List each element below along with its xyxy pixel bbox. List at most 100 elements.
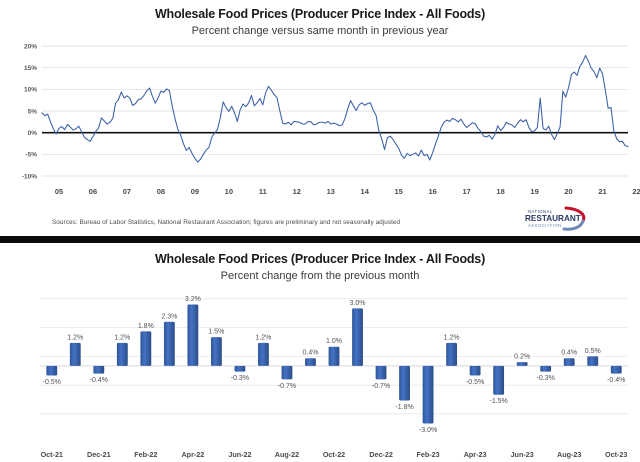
- bar: 0.4%: [561, 350, 577, 366]
- y-axis-tick-label: 10%: [24, 87, 37, 94]
- bar-rect: [587, 356, 599, 366]
- x-axis-tick-label: 07: [123, 187, 131, 196]
- bar: -1.8%: [395, 365, 414, 411]
- x-axis-tick-label: 09: [191, 187, 199, 196]
- x-axis-category-label: Jun-23: [511, 450, 534, 459]
- x-axis-tick-label: 11: [259, 187, 267, 196]
- x-axis-tick-label: 06: [89, 187, 97, 196]
- logo-swoosh-blue: [562, 219, 585, 231]
- bar-rect: [328, 346, 340, 366]
- bar: 0.2%: [514, 354, 530, 366]
- bar: -0.3%: [537, 365, 555, 382]
- bar: -0.7%: [278, 365, 296, 390]
- top-chart-panel: Wholesale Food Prices (Producer Price In…: [21, 7, 640, 233]
- bar: -0.5%: [43, 365, 61, 386]
- bar-rect: [469, 365, 481, 376]
- x-axis-category-label: Oct-21: [41, 450, 63, 459]
- y-axis-tick-label: 20%: [24, 43, 37, 50]
- x-axis-category-label: Apr-22: [181, 450, 204, 459]
- bottom-chart-subtitle: Percent change from the previous month: [220, 270, 420, 282]
- bar-data-label: -0.4%: [90, 377, 108, 384]
- x-axis-tick-label: 05: [55, 187, 63, 196]
- bar: 3.0%: [350, 300, 366, 366]
- x-axis-category-label: Aug-22: [275, 450, 299, 459]
- y-axis-tick-label: -10%: [22, 173, 37, 180]
- bar-data-label: -3.0%: [419, 427, 437, 434]
- x-axis-category-label: Apr-23: [464, 450, 487, 459]
- bar: 1.2%: [67, 334, 83, 366]
- bar: 2.3%: [161, 313, 177, 366]
- national-restaurant-association-logo: NATIONAL RESTAURANT ASSOCIATION: [498, 205, 594, 233]
- bar: 1.8%: [138, 323, 154, 366]
- bar-rect: [352, 308, 363, 366]
- x-axis-tick-label: 21: [598, 187, 606, 196]
- y-axis-tick-label: 15%: [24, 65, 37, 72]
- x-axis-tick-label: 16: [428, 187, 436, 196]
- x-axis-tick-label: 18: [496, 187, 504, 196]
- bar-rect: [140, 331, 152, 366]
- bar-data-label: 3.2%: [185, 296, 201, 303]
- x-axis-tick-label: 20: [564, 187, 572, 196]
- bar: 1.0%: [326, 338, 342, 366]
- bar-data-label: 0.4%: [302, 350, 318, 357]
- bar: -0.4%: [90, 365, 108, 384]
- bar-rect: [93, 365, 105, 374]
- bar-data-label: -0.5%: [43, 379, 61, 386]
- bar: -0.3%: [231, 365, 249, 382]
- bar-data-label: 1.2%: [444, 334, 460, 341]
- bar-data-label: -0.3%: [537, 375, 555, 382]
- x-axis-tick-label: 14: [361, 187, 370, 196]
- x-axis-category-label: Dec-21: [87, 450, 111, 459]
- bar: 1.2%: [255, 334, 271, 366]
- bar-rect: [258, 342, 269, 366]
- top-chart-title: Wholesale Food Prices (Producer Price In…: [154, 7, 486, 21]
- logo-line3: ASSOCIATION: [528, 223, 562, 228]
- bar-data-label: -0.7%: [278, 383, 296, 390]
- bar: -0.4%: [607, 365, 625, 384]
- x-axis-category-label: Oct-23: [605, 450, 627, 459]
- bar-rect: [163, 321, 175, 366]
- bar-rect: [116, 342, 128, 366]
- bar-data-label: 0.2%: [514, 354, 530, 361]
- x-axis-tick-label: 17: [462, 187, 470, 196]
- bar-data-label: -0.7%: [372, 383, 390, 390]
- bar-chart-svg: -0.5% 1.2% -0.4% 1.2% 1.8% 2.3% 3.2% 1.5% -0.3% 1…: [40, 296, 628, 459]
- x-axis-category-label: Feb-22: [134, 450, 157, 459]
- logo-line1: NATIONAL: [528, 209, 553, 214]
- bar-data-label: 1.8%: [138, 323, 154, 330]
- bar-data-label: 2.3%: [161, 313, 177, 320]
- bar-data-label: 1.2%: [255, 334, 271, 341]
- bar-data-label: 0.5%: [585, 348, 601, 355]
- x-axis-tick-label: 10: [225, 187, 233, 196]
- x-axis-tick-label: 22: [632, 187, 640, 196]
- bar-data-label: 1.2%: [114, 334, 130, 341]
- bar-rect: [305, 358, 316, 366]
- bar: 1.5%: [208, 329, 224, 366]
- bar-data-label: -0.5%: [466, 379, 484, 386]
- bar: 0.5%: [585, 348, 601, 366]
- bar: 1.2%: [444, 334, 460, 366]
- bar: -0.7%: [372, 365, 390, 390]
- bar: 1.2%: [114, 334, 130, 366]
- bar-data-label: -1.5%: [489, 398, 507, 405]
- bar: -0.5%: [466, 365, 484, 386]
- bar-data-label: 3.0%: [350, 300, 366, 307]
- y-axis-tick-label: 5%: [28, 108, 38, 115]
- y-axis-tick-label: 0%: [28, 130, 38, 137]
- bar-rect: [234, 365, 246, 372]
- logo-svg: NATIONAL RESTAURANT ASSOCIATION: [525, 206, 586, 231]
- bar-rect: [516, 362, 528, 366]
- top-chart-subtitle: Percent change versus same month in prev…: [191, 25, 449, 37]
- bar: 0.4%: [302, 350, 318, 366]
- bar-data-label: 1.0%: [326, 338, 342, 345]
- bottom-chart-panel: Wholesale Food Prices (Producer Price In…: [0, 243, 640, 462]
- source-note: Sources: Bureau of Labor Statistics, Nat…: [52, 219, 401, 226]
- bar-rect: [540, 365, 552, 372]
- bar-rect: [399, 365, 410, 401]
- bottom-chart-title: Wholesale Food Prices (Producer Price In…: [154, 252, 486, 266]
- x-axis-tick-label: 19: [530, 187, 538, 196]
- x-axis-category-label: Feb-23: [416, 450, 439, 459]
- bar-chart-plot-area: -0.5% 1.2% -0.4% 1.2% 1.8% 2.3% 3.2% 1.5% -0.3% 1…: [0, 285, 640, 462]
- x-axis-tick-label: 12: [293, 187, 301, 196]
- x-axis-tick-label: 08: [157, 187, 165, 196]
